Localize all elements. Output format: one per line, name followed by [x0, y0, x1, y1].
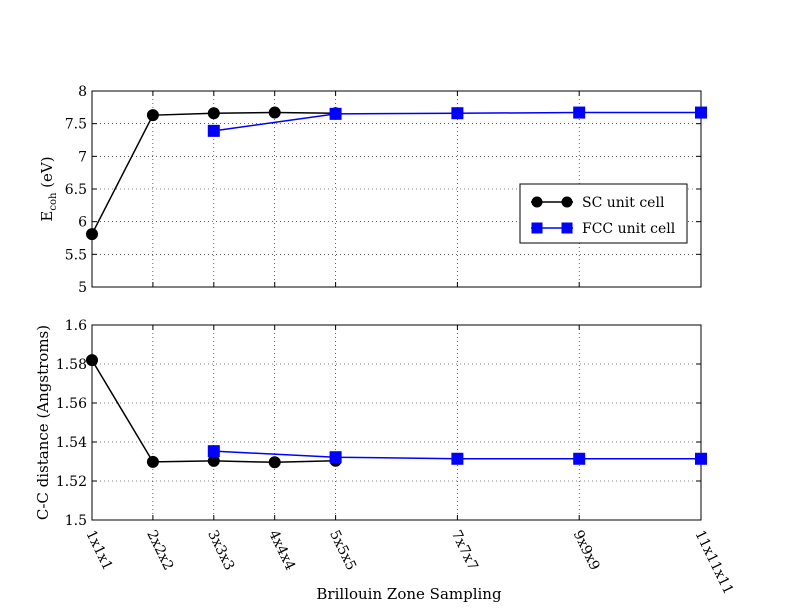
- x-tick-label: 5x5x5: [326, 528, 359, 573]
- y-axis-label: C-C distance (Angstroms): [34, 325, 52, 520]
- data-point-square: [329, 107, 342, 120]
- data-point-square: [329, 451, 342, 464]
- data-point-circle: [268, 106, 281, 119]
- y-tick-label: 8: [78, 84, 87, 100]
- y-tick-label: 1.52: [56, 474, 87, 490]
- legend-marker-square: [531, 222, 543, 234]
- legend-marker-circle: [561, 196, 573, 208]
- y-tick-label: 7.5: [65, 117, 87, 133]
- data-point-square: [207, 445, 220, 458]
- y-tick-label: 1.54: [56, 435, 87, 451]
- distance-plot: 1.5 1.52 1.54 1.56 1.58 1.6 1x1x1 2x2x2 3x3x3 4x4…: [34, 318, 736, 597]
- data-point-circle: [146, 455, 159, 468]
- x-tick-label: 9x9x9: [570, 528, 603, 573]
- legend: SC unit cell FCC unit cell: [519, 183, 688, 244]
- legend-box: [519, 183, 688, 244]
- y-axis-label: Ecoh (eV): [38, 156, 59, 221]
- data-point-square: [695, 106, 707, 119]
- data-point-square: [573, 452, 586, 465]
- legend-marker-square: [561, 222, 573, 234]
- data-point-square: [573, 106, 586, 119]
- x-tick-label: 2x2x2: [143, 528, 176, 573]
- data-point-square: [451, 452, 464, 465]
- y-axis-label-subscript: coh: [48, 192, 59, 211]
- x-tick-label: 7x7x7: [448, 528, 481, 573]
- y-axis-label-unit: (eV): [38, 156, 56, 192]
- data-point-circle: [268, 456, 281, 469]
- x-tick-label: 11x11x11: [691, 528, 736, 597]
- y-tick-label: 5.5: [65, 247, 87, 263]
- data-point-square: [451, 107, 464, 120]
- x-tick-label: 1x1x1: [82, 528, 115, 573]
- legend-label: FCC unit cell: [582, 221, 676, 237]
- y-tick-label: 6: [78, 215, 87, 231]
- data-point-circle: [86, 228, 98, 241]
- data-point-square: [207, 124, 220, 137]
- y-tick-label: 5: [78, 280, 87, 296]
- x-tick-label: 4x4x4: [265, 528, 298, 573]
- plot-frame: [91, 324, 702, 521]
- data-point-circle: [86, 354, 98, 367]
- y-tick-label: 1.56: [56, 396, 87, 412]
- data-point-circle: [207, 107, 220, 120]
- y-tick-label: 1.58: [56, 357, 87, 373]
- data-point-square: [695, 452, 707, 465]
- plot-area: [92, 325, 701, 520]
- y-tick-label: 6.5: [65, 182, 87, 198]
- y-tick-label: 1.6: [65, 318, 87, 334]
- y-axis-label-main: E: [38, 211, 56, 222]
- data-point-circle: [146, 109, 159, 122]
- y-tick-label: 1.5: [65, 513, 87, 529]
- plot-frame: [91, 90, 702, 288]
- x-axis-label: Brillouin Zone Sampling: [316, 585, 502, 603]
- y-tick-label: 7: [78, 149, 87, 165]
- x-tick-label: 3x3x3: [204, 528, 237, 573]
- legend-label: SC unit cell: [582, 195, 665, 211]
- legend-marker-circle: [531, 196, 543, 208]
- energy-plot: 5 5.5 6 6.5 7 7.5 8 Ecoh (eV) SC unit cell FCC un…: [38, 84, 707, 296]
